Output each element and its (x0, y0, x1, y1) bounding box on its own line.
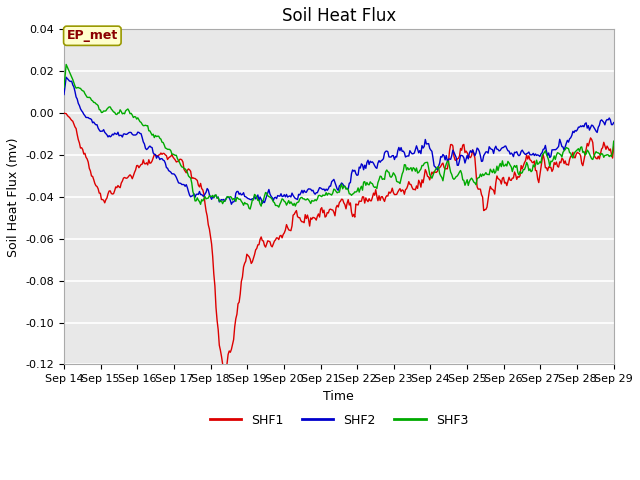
Title: Soil Heat Flux: Soil Heat Flux (282, 7, 396, 25)
Legend: SHF1, SHF2, SHF3: SHF1, SHF2, SHF3 (205, 409, 473, 432)
Text: EP_met: EP_met (67, 29, 118, 42)
X-axis label: Time: Time (323, 390, 354, 403)
Y-axis label: Soil Heat Flux (mv): Soil Heat Flux (mv) (7, 137, 20, 257)
